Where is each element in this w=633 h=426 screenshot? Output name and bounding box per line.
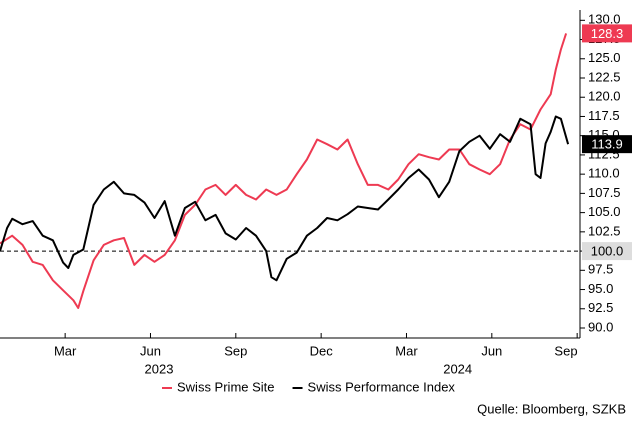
y-tick-label: 130.0 xyxy=(588,12,621,27)
y-tick-label: 105.0 xyxy=(588,204,621,219)
legend-label: Swiss Performance Index xyxy=(308,379,456,394)
y-tick-label: 92.5 xyxy=(588,300,613,315)
source: Quelle: Bloomberg, SZKB xyxy=(477,401,626,416)
end-label-box xyxy=(582,24,632,43)
year-label: 2023 xyxy=(145,361,174,376)
y-tick-label: 107.5 xyxy=(588,185,621,200)
series-line xyxy=(0,33,568,309)
y-tick-label: 97.5 xyxy=(588,262,613,277)
x-tick-label: Dec xyxy=(310,343,334,358)
y-tick-label: 102.5 xyxy=(588,223,621,238)
x-tick-label: Sep xyxy=(224,343,247,358)
y-tick-label: 117.5 xyxy=(588,108,620,123)
end-label: 128.3 xyxy=(591,26,624,41)
reference-label-box xyxy=(582,242,632,261)
x-tick-label: Mar xyxy=(395,343,418,358)
y-tick-label: 95.0 xyxy=(588,281,613,296)
x-tick-label: Jun xyxy=(481,343,502,358)
y-tick-label: 120.0 xyxy=(588,89,621,104)
end-label: 113.9 xyxy=(591,137,623,152)
x-tick-label: Mar xyxy=(54,343,77,358)
y-tick-label: 110.0 xyxy=(588,166,620,181)
year-label: 2024 xyxy=(443,361,472,376)
x-tick-label: Sep xyxy=(554,343,577,358)
y-tick-label: 125.0 xyxy=(588,50,621,65)
y-tick-label: 122.5 xyxy=(588,69,621,84)
end-label-box xyxy=(582,135,632,154)
y-tick-label: 90.0 xyxy=(588,319,613,334)
reference-label: 100.0 xyxy=(591,244,624,259)
legend-label: Swiss Prime Site xyxy=(177,379,275,394)
x-tick-label: Jun xyxy=(140,343,161,358)
series-line xyxy=(0,115,570,282)
